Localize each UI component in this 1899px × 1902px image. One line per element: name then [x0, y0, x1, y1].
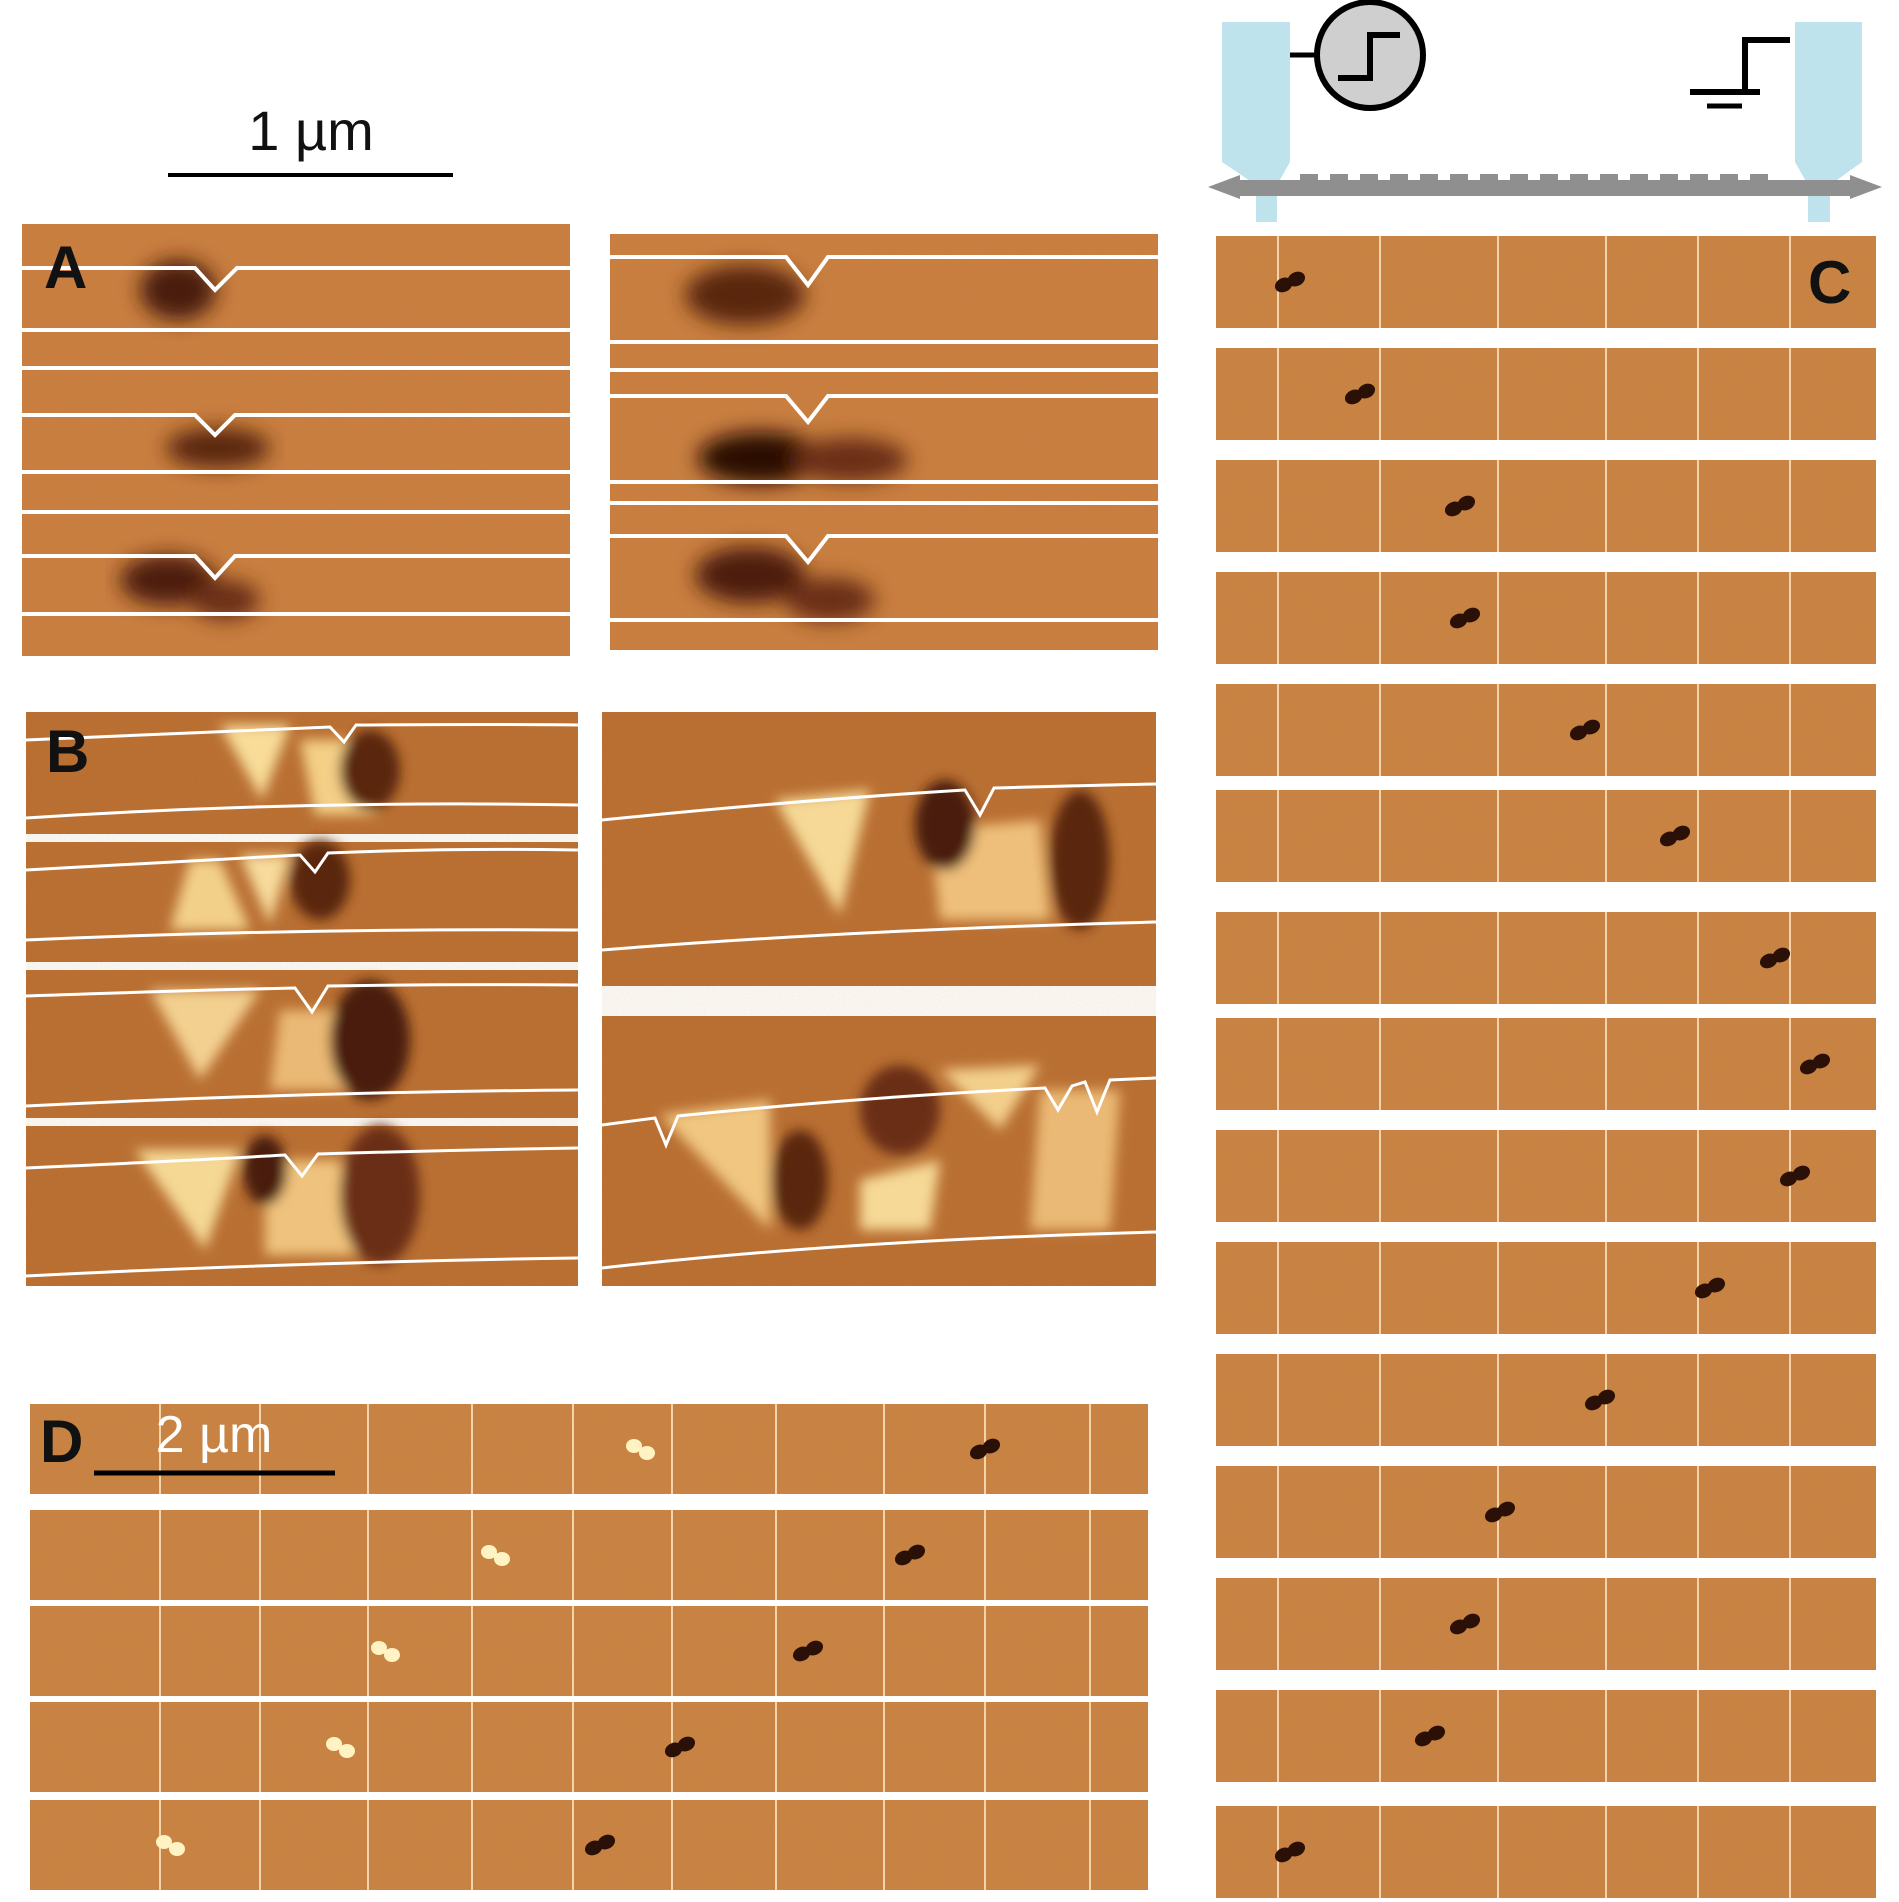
panel-d-frame: [30, 1800, 1148, 1890]
domain-wall: [1799, 1053, 1831, 1075]
panel-a-right-domains: [685, 265, 908, 622]
panel-d-frame: [30, 1606, 1148, 1696]
domain-wall: [1444, 495, 1476, 517]
circuit-schematic: [1208, 0, 1882, 222]
domain-wall: [1584, 1389, 1616, 1411]
panel-c-frame: [1216, 460, 1876, 552]
panel-c-frame: [1216, 1466, 1876, 1558]
panel-d-label: D: [40, 1408, 83, 1475]
panel-d: [30, 1404, 1148, 1890]
domain-wall: [584, 1834, 616, 1856]
panel-c-frame: [1216, 1130, 1876, 1222]
panel-c-frame: [1216, 684, 1876, 776]
domain-wall: [894, 1544, 926, 1566]
scale-bar-top: 1 µm: [168, 99, 453, 177]
panel-b-right-stack: [601, 712, 1157, 1286]
panel-b-label: B: [46, 718, 89, 785]
panel-d-frame: [30, 1702, 1148, 1792]
panel-c-frame: [1216, 1018, 1876, 1110]
panel-a-right-tracks: [610, 255, 1158, 622]
panel-c-frame: [1216, 790, 1876, 882]
domain-wall: [664, 1736, 696, 1758]
domain-wall: [1449, 1613, 1481, 1635]
panel-d-frame: [30, 1404, 1148, 1494]
panel-c-frame: [1216, 236, 1876, 328]
domain-wall: [1659, 825, 1691, 847]
ground-icon: [1690, 37, 1790, 109]
panel-a: A: [22, 224, 1158, 656]
bright-domain-wall: [626, 1439, 655, 1460]
domain-wall: [792, 1640, 824, 1662]
panel-c-frame: [1216, 1354, 1876, 1446]
panel-d-frame: [30, 1510, 1148, 1600]
domain-wall: [1274, 1841, 1306, 1863]
domain-wall: [1344, 383, 1376, 405]
panel-c-frame: [1216, 1806, 1876, 1898]
panel-a-left-tracks: [22, 266, 570, 616]
domain-wall: [1759, 947, 1791, 969]
left-electrode: [1222, 22, 1290, 222]
domain-wall: [1694, 1277, 1726, 1299]
panel-a-label: A: [44, 234, 87, 301]
domain-wall: [1274, 271, 1306, 293]
panel-b: B: [25, 712, 1157, 1286]
panel-c: [1216, 236, 1876, 1898]
panel-c-frame: [1216, 912, 1876, 1004]
panel-c-frame: [1216, 1690, 1876, 1782]
panel-c-frame: [1216, 1578, 1876, 1670]
scale-bar-d: 2 µm: [94, 1406, 335, 1476]
panel-b-left-stack: B: [25, 712, 579, 1286]
right-electrode: [1795, 22, 1862, 222]
nanowire: [1208, 174, 1882, 199]
panel-a-left-domains: [120, 260, 270, 620]
panel-c-frame: [1216, 572, 1876, 664]
domain-wall: [1779, 1165, 1811, 1187]
domain-wall: [969, 1438, 1001, 1460]
domain-wall: [1414, 1725, 1446, 1747]
bright-domain-wall: [156, 1835, 185, 1856]
bright-domain-wall: [326, 1737, 355, 1758]
panel-c-label: C: [1808, 249, 1851, 316]
step-voltage-source-icon: [1290, 0, 1426, 111]
panel-c-frame: [1216, 1242, 1876, 1334]
bright-domain-wall: [481, 1545, 510, 1566]
domain-wall: [1449, 607, 1481, 629]
scale-bar-top-label: 1 µm: [248, 99, 374, 162]
bright-domain-wall: [371, 1641, 400, 1662]
domain-wall: [1569, 719, 1601, 741]
domain-wall: [1484, 1501, 1516, 1523]
scale-bar-d-label: 2 µm: [156, 1406, 273, 1464]
panel-c-frame: [1216, 348, 1876, 440]
